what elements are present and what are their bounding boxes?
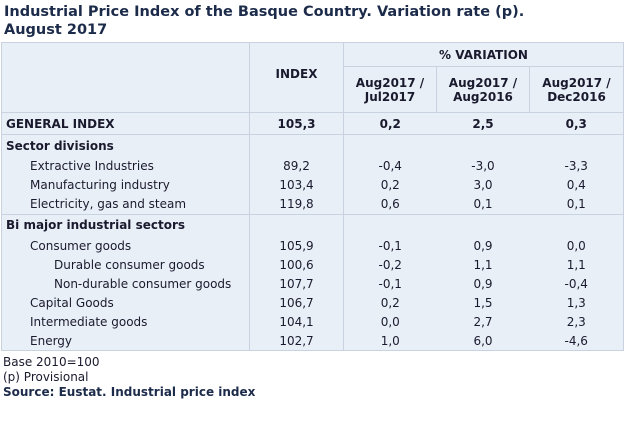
cell: 119,8 bbox=[249, 194, 344, 214]
cell: 3,0 bbox=[473, 178, 493, 192]
blank bbox=[529, 213, 624, 236]
row-label: Capital Goods bbox=[30, 295, 114, 310]
cell: 0,6 bbox=[343, 194, 437, 214]
cell: 1,0 bbox=[343, 331, 437, 351]
cell: 0,1 bbox=[473, 197, 493, 211]
blank bbox=[436, 134, 530, 157]
row-label: Manufacturing industry bbox=[30, 178, 170, 192]
cell: 106,7 bbox=[249, 293, 344, 312]
row: Non-durable consumer goods 107,7 -0,1 0,9 -0… bbox=[2, 274, 624, 293]
cell: 107,7 bbox=[249, 274, 344, 293]
column-header: Aug2017 / Jul2017 bbox=[343, 66, 437, 113]
note: Base 2010=100 bbox=[3, 355, 100, 369]
cell: 1,5 bbox=[473, 295, 493, 310]
price-table: % VARIATION INDEX Aug2017 / Jul2017 Aug2… bbox=[1, 42, 624, 351]
cell: 100,6 bbox=[249, 255, 344, 274]
section-row: Bi major industrial sectors bbox=[1, 213, 624, 236]
row-label: Extractive Industries bbox=[30, 159, 154, 173]
cell: -3,3 bbox=[564, 159, 588, 173]
cell: 0,2 bbox=[343, 175, 437, 195]
row-label: Intermediate goods bbox=[30, 314, 148, 329]
cell: 89,2 bbox=[249, 156, 344, 176]
blank bbox=[343, 213, 437, 236]
cell: 0,0 bbox=[566, 238, 586, 253]
blank bbox=[2, 67, 250, 113]
row: Extractive Industries 89,2 -0,4 -3,0 -3,3 bbox=[2, 156, 624, 176]
title: Industrial Price Index of the Basque Cou… bbox=[4, 4, 525, 38]
row: Durable consumer goods 100,6 -0,2 1,1 1,1 bbox=[2, 255, 624, 274]
cell: -0,4 bbox=[343, 156, 437, 176]
blank bbox=[249, 134, 344, 157]
section-heading: Bi major industrial sectors bbox=[1, 213, 250, 236]
section-heading: Sector divisions bbox=[1, 134, 250, 157]
cell: 6,0 bbox=[473, 333, 493, 348]
cell: 1,3 bbox=[566, 295, 586, 310]
blank bbox=[343, 134, 437, 157]
cell: 0,2 bbox=[343, 293, 437, 312]
cell: -3,0 bbox=[471, 159, 495, 173]
row: GENERAL INDEX 105,3 0,2 2,5 0,3 bbox=[1, 112, 624, 135]
section-row: Sector divisions bbox=[1, 134, 624, 157]
row: Intermediate goods 104,1 0,0 2,7 2,3 bbox=[2, 312, 624, 331]
blank bbox=[2, 43, 250, 67]
blank bbox=[249, 42, 344, 67]
cell: -4,6 bbox=[564, 333, 588, 348]
cell: 0,9 bbox=[473, 238, 493, 253]
column-header: Aug2017 / Aug2016 bbox=[436, 66, 530, 113]
cell: 0,4 bbox=[566, 178, 586, 192]
row: Energy 102,7 1,0 6,0 -4,6 bbox=[2, 331, 624, 351]
cell: 102,7 bbox=[249, 331, 344, 351]
variation-header: % VARIATION bbox=[343, 42, 624, 67]
cell: 0,3 bbox=[529, 112, 624, 135]
cell: 0,9 bbox=[473, 276, 493, 291]
cell: 0,0 bbox=[343, 312, 437, 331]
cell: 103,4 bbox=[249, 175, 344, 195]
cell: 2,5 bbox=[436, 112, 530, 135]
column-header: Aug2017 / Dec2016 bbox=[529, 66, 624, 113]
blank bbox=[436, 213, 530, 236]
cell: 105,9 bbox=[249, 236, 344, 255]
cell: 2,3 bbox=[566, 314, 586, 329]
cell: -0,1 bbox=[343, 236, 437, 255]
footer: Base 2010=100 (p) Provisional Source: Eu… bbox=[0, 351, 625, 400]
row-label: Non-durable consumer goods bbox=[54, 276, 232, 291]
row-label: GENERAL INDEX bbox=[1, 112, 250, 135]
cell: -0,2 bbox=[343, 255, 437, 274]
index-header: INDEX bbox=[249, 66, 344, 113]
blank bbox=[249, 213, 344, 236]
cell: 104,1 bbox=[249, 312, 344, 331]
cell: 2,7 bbox=[473, 314, 493, 329]
row: Consumer goods 105,9 -0,1 0,9 0,0 bbox=[2, 236, 624, 255]
cell: -0,1 bbox=[343, 274, 437, 293]
cell: 0,1 bbox=[566, 197, 586, 211]
note: (p) Provisional bbox=[3, 370, 89, 384]
row: Capital Goods 106,7 0,2 1,5 1,3 bbox=[2, 293, 624, 312]
row-label: Electricity, gas and steam bbox=[30, 197, 187, 211]
cell: 0,2 bbox=[343, 112, 437, 135]
cell: -0,4 bbox=[564, 276, 588, 291]
row-label: Durable consumer goods bbox=[54, 257, 205, 272]
row: Electricity, gas and steam 119,8 0,6 0,1 0,1 bbox=[2, 194, 624, 214]
cell: 1,1 bbox=[566, 257, 586, 272]
cell: 1,1 bbox=[473, 257, 493, 272]
cell: 105,3 bbox=[249, 112, 344, 135]
row-label: Consumer goods bbox=[30, 238, 132, 253]
blank bbox=[529, 134, 624, 157]
row-label: Energy bbox=[30, 333, 73, 348]
row: Manufacturing industry 103,4 0,2 3,0 0,4 bbox=[2, 175, 624, 195]
source: Source: Eustat. Industrial price index bbox=[3, 385, 256, 399]
